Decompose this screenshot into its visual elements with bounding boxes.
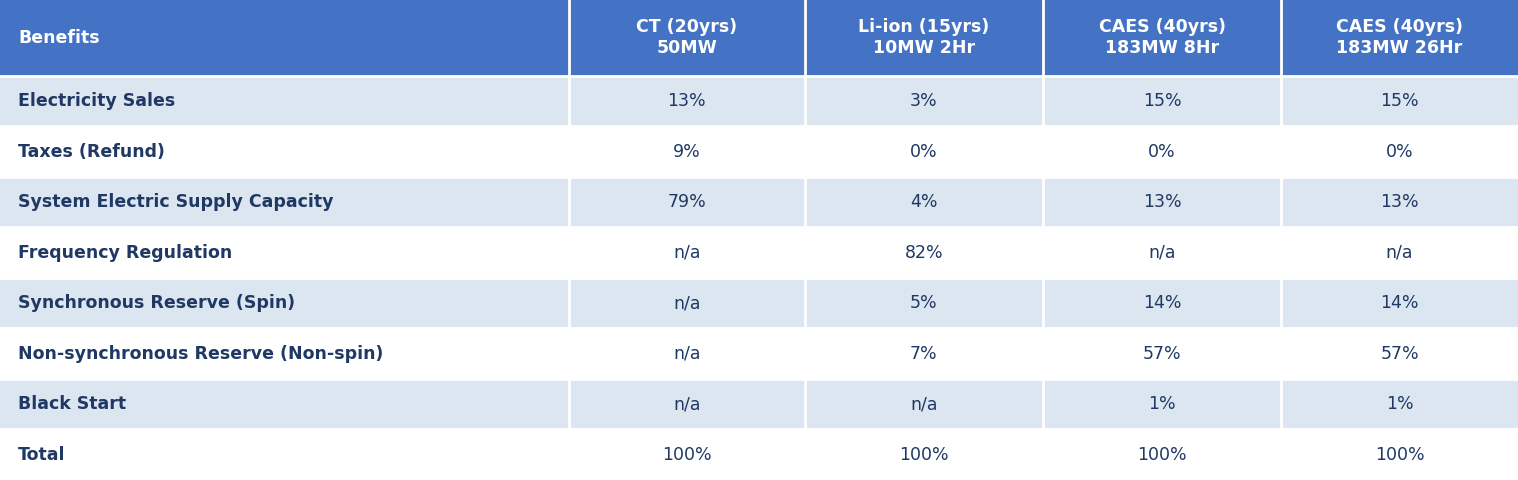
Bar — [1043, 76, 1281, 126]
Text: Benefits: Benefits — [18, 29, 100, 47]
Text: Total: Total — [18, 446, 65, 464]
Bar — [805, 177, 1043, 228]
Bar — [805, 76, 1043, 126]
Bar — [1281, 328, 1518, 379]
Text: 79%: 79% — [668, 193, 706, 211]
Bar — [1281, 126, 1518, 177]
Bar — [1281, 228, 1518, 278]
Text: 15%: 15% — [1143, 92, 1181, 110]
Text: 5%: 5% — [909, 294, 938, 312]
Bar — [1043, 278, 1281, 328]
Bar — [569, 379, 805, 430]
Bar — [1281, 379, 1518, 430]
Bar — [569, 278, 805, 328]
Bar — [0, 228, 569, 278]
Text: n/a: n/a — [672, 395, 701, 413]
Bar — [1281, 76, 1518, 126]
Text: Li-ion (15yrs)
10MW 2Hr: Li-ion (15yrs) 10MW 2Hr — [858, 19, 990, 57]
Bar — [1043, 177, 1281, 228]
Bar — [1281, 0, 1518, 76]
Bar — [805, 228, 1043, 278]
Bar — [569, 328, 805, 379]
Bar — [805, 328, 1043, 379]
Bar — [569, 76, 805, 126]
Text: 100%: 100% — [1375, 446, 1424, 464]
Text: 57%: 57% — [1143, 345, 1181, 363]
Bar — [0, 379, 569, 430]
Text: CT (20yrs)
50MW: CT (20yrs) 50MW — [636, 19, 738, 57]
Bar — [0, 177, 569, 228]
Bar — [0, 126, 569, 177]
Text: 3%: 3% — [909, 92, 938, 110]
Text: 15%: 15% — [1380, 92, 1419, 110]
Bar — [0, 328, 569, 379]
Text: 9%: 9% — [672, 143, 701, 161]
Text: 13%: 13% — [1380, 193, 1419, 211]
Bar — [569, 126, 805, 177]
Bar — [0, 430, 569, 480]
Bar — [1043, 228, 1281, 278]
Text: 1%: 1% — [1148, 395, 1176, 413]
Bar — [0, 0, 569, 76]
Text: 4%: 4% — [909, 193, 938, 211]
Bar — [1043, 126, 1281, 177]
Text: 7%: 7% — [909, 345, 938, 363]
Text: n/a: n/a — [909, 395, 938, 413]
Text: 82%: 82% — [905, 244, 943, 262]
Bar — [569, 228, 805, 278]
Text: 100%: 100% — [662, 446, 712, 464]
Text: Taxes (Refund): Taxes (Refund) — [18, 143, 165, 161]
Text: n/a: n/a — [672, 345, 701, 363]
Bar — [805, 379, 1043, 430]
Text: 100%: 100% — [1137, 446, 1187, 464]
Text: Frequency Regulation: Frequency Regulation — [18, 244, 232, 262]
Text: Non-synchronous Reserve (Non-spin): Non-synchronous Reserve (Non-spin) — [18, 345, 384, 363]
Bar — [569, 0, 805, 76]
Text: Electricity Sales: Electricity Sales — [18, 92, 176, 110]
Bar — [805, 0, 1043, 76]
Bar — [1043, 0, 1281, 76]
Text: System Electric Supply Capacity: System Electric Supply Capacity — [18, 193, 334, 211]
Text: 13%: 13% — [668, 92, 706, 110]
Text: CAES (40yrs)
183MW 26Hr: CAES (40yrs) 183MW 26Hr — [1336, 19, 1463, 57]
Text: 14%: 14% — [1380, 294, 1419, 312]
Text: n/a: n/a — [672, 244, 701, 262]
Text: n/a: n/a — [672, 294, 701, 312]
Text: n/a: n/a — [1148, 244, 1176, 262]
Text: 0%: 0% — [1148, 143, 1176, 161]
Bar — [0, 278, 569, 328]
Text: 57%: 57% — [1380, 345, 1419, 363]
Text: n/a: n/a — [1386, 244, 1413, 262]
Bar — [1281, 278, 1518, 328]
Text: CAES (40yrs)
183MW 8Hr: CAES (40yrs) 183MW 8Hr — [1099, 19, 1225, 57]
Bar — [569, 430, 805, 480]
Bar — [569, 177, 805, 228]
Bar — [1043, 430, 1281, 480]
Bar — [805, 126, 1043, 177]
Bar — [1281, 177, 1518, 228]
Text: Black Start: Black Start — [18, 395, 126, 413]
Text: 100%: 100% — [899, 446, 949, 464]
Bar — [0, 76, 569, 126]
Bar — [1281, 430, 1518, 480]
Text: Synchronous Reserve (Spin): Synchronous Reserve (Spin) — [18, 294, 296, 312]
Bar — [1043, 328, 1281, 379]
Text: 14%: 14% — [1143, 294, 1181, 312]
Bar — [1043, 379, 1281, 430]
Text: 0%: 0% — [909, 143, 938, 161]
Bar — [805, 430, 1043, 480]
Text: 1%: 1% — [1386, 395, 1413, 413]
Text: 0%: 0% — [1386, 143, 1413, 161]
Bar — [805, 278, 1043, 328]
Text: 13%: 13% — [1143, 193, 1181, 211]
